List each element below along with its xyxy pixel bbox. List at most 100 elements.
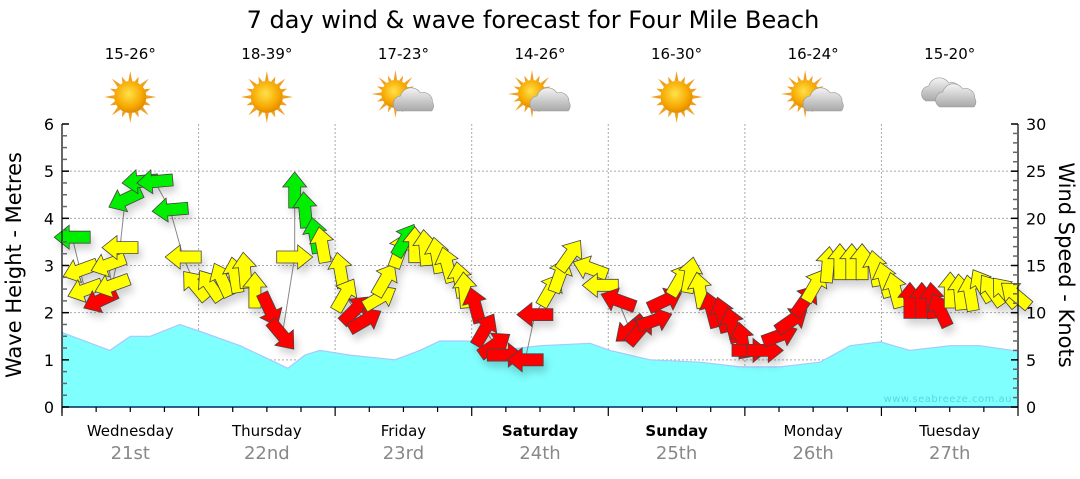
wind-arrow-yellow [101, 234, 139, 261]
sun-ray [104, 95, 115, 99]
sun-ray [144, 88, 151, 93]
left-tick-label: 1 [44, 351, 54, 370]
sun-ray [111, 78, 121, 88]
sun-ray [128, 71, 133, 82]
sun-ray [524, 106, 529, 113]
temperature-range: 15-20° [924, 45, 975, 63]
right-tick-label: 30 [1026, 115, 1046, 134]
watermark: www.seabreeze.com.au [884, 394, 1012, 405]
sun-ray [808, 75, 813, 82]
wind-arrow-yellow [330, 278, 358, 314]
day-label: Thursday [231, 422, 302, 440]
sunny-icon [240, 71, 293, 123]
sun-ray [513, 97, 520, 102]
wind-arrow-yellow [554, 239, 583, 274]
sun-ray [781, 92, 792, 96]
right-tick-label: 20 [1026, 209, 1046, 228]
temperature-range: 15-26° [105, 45, 156, 63]
sun-ray [109, 101, 117, 106]
left-tick-label: 2 [44, 304, 54, 323]
wind-arrow-yellow [572, 255, 610, 281]
temperature-range: 16-24° [788, 45, 839, 63]
sun-ray [109, 88, 117, 93]
partly-cloudy-icon [508, 70, 571, 118]
sun-ray [656, 88, 663, 93]
sun-ray [786, 97, 793, 102]
day-label: Sunday [645, 422, 708, 440]
temperature-range: 14-26° [514, 45, 565, 63]
sun-ray [404, 77, 413, 86]
sun-ray [246, 88, 253, 93]
sun-ray [121, 110, 126, 118]
sun-ray [371, 92, 382, 96]
sun-ray [111, 106, 121, 116]
cloud-shape [802, 87, 844, 112]
sun-ray [535, 75, 540, 82]
left-tick-label: 3 [44, 257, 54, 276]
sun-ray [658, 78, 667, 88]
sun-ray [668, 76, 673, 84]
sun-ray [140, 78, 149, 88]
sun-ray [140, 106, 149, 116]
sun-ray [258, 76, 263, 84]
partly-cloudy-icon [371, 70, 434, 118]
temperature-range: 17-23° [378, 45, 429, 63]
date-label: 22nd [244, 443, 290, 464]
sun-disc [250, 81, 283, 113]
right-tick-label: 15 [1026, 257, 1046, 276]
date-label: 27th [929, 443, 970, 464]
day-label: Saturday [502, 422, 579, 440]
date-label: 25th [656, 443, 697, 464]
wind-arrow-green [136, 168, 174, 195]
sun-ray [797, 106, 802, 113]
sun-ray [513, 86, 520, 91]
sun-ray [378, 102, 387, 111]
sun-ray [387, 75, 392, 82]
sun-ray [686, 106, 695, 116]
sun-ray [530, 70, 534, 81]
sun-ray [376, 97, 384, 102]
left-tick-label: 0 [44, 398, 54, 417]
wind-arrow-yellow [276, 244, 314, 270]
left-axis-title: Wave Height - Metres [2, 152, 26, 378]
date-label: 24th [519, 443, 560, 464]
left-tick-label: 5 [44, 162, 54, 181]
sun-ray [264, 112, 269, 123]
sun-ray [276, 78, 286, 88]
day-label: Wednesday [87, 422, 174, 440]
sun-ray [128, 112, 133, 123]
temperature-range: 16-30° [651, 45, 702, 63]
sun-ray [680, 110, 685, 118]
axes: 0 1 2 3 4 5 6 0 5 10 15 20 25 30 Wednesday 21st Thursday… [44, 115, 1047, 464]
sun-ray [674, 112, 679, 123]
sun-ray [121, 76, 126, 84]
date-label: 23rd [383, 443, 424, 464]
date-label: 21st [111, 443, 150, 464]
sun-ray [690, 88, 697, 93]
sun-disc [114, 81, 147, 113]
sun-ray [282, 95, 293, 99]
sun-ray [515, 102, 524, 111]
wind-arrow-yellow [94, 272, 132, 299]
sun-disc [660, 81, 693, 113]
wind-arrow-yellow [1000, 282, 1034, 312]
cloud-shape [529, 87, 571, 112]
left-tick-label: 4 [44, 209, 54, 228]
sun-ray [674, 71, 679, 82]
sun-ray [680, 76, 685, 84]
sun-ray [788, 77, 797, 86]
sun-ray [788, 102, 797, 111]
wind-arrow-green [53, 224, 91, 251]
wind-arrow-yellow [67, 277, 105, 303]
sun-ray [280, 101, 288, 106]
sun-ray [271, 76, 276, 84]
sun-ray [146, 95, 157, 99]
wind-arrow-yellow [370, 263, 398, 299]
day-label: Monday [784, 422, 843, 440]
wind-arrow-red [476, 332, 511, 361]
right-tick-label: 10 [1026, 304, 1046, 323]
sun-ray [650, 95, 661, 99]
sun-ray [813, 77, 823, 86]
wind-arrow-yellow [90, 252, 128, 278]
right-tick-label: 25 [1026, 162, 1046, 181]
